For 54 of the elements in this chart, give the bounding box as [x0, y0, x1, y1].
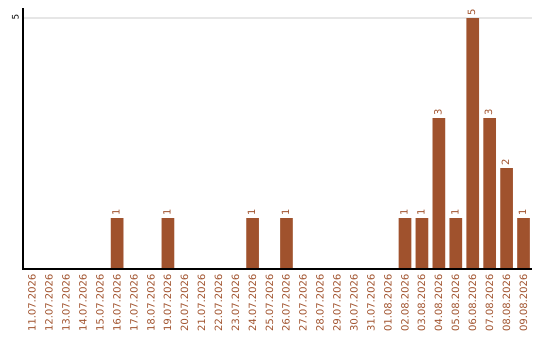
x-tick-label: 28.07.2026: [316, 274, 327, 332]
bar: [162, 218, 174, 268]
x-tick-label: 27.07.2026: [298, 274, 310, 332]
x-tick-label: 21.07.2026: [197, 274, 208, 332]
x-tick-label: 07.08.2026: [484, 274, 496, 332]
x-tick-label: 02.08.2026: [400, 274, 412, 332]
data-label: 1: [450, 208, 462, 215]
x-tick-label: 18.07.2026: [146, 274, 158, 332]
bar: [466, 18, 480, 268]
bar: [483, 118, 496, 268]
x-tick-label: 16.07.2026: [112, 274, 124, 332]
x-tick-label: 12.07.2026: [44, 274, 56, 332]
x-tick-label: 09.08.2026: [518, 274, 530, 332]
x-tick-label: 01.08.2026: [383, 274, 394, 332]
bar: [517, 218, 530, 268]
bar: [449, 218, 462, 268]
x-tick-label: 22.07.2026: [214, 274, 225, 332]
x-tick-label: 23.07.2026: [230, 274, 242, 332]
data-label: 1: [400, 208, 410, 215]
x-tick-label: 14.07.2026: [78, 274, 90, 332]
data-label: 5: [467, 8, 478, 15]
data-label: 1: [416, 208, 428, 215]
x-tick-label: 13.07.2026: [62, 274, 73, 332]
x-tick-label: 30.07.2026: [349, 274, 360, 332]
bar: [398, 218, 412, 268]
x-tick-label: 11.07.2026: [28, 274, 39, 332]
x-tick-label: 19.07.2026: [163, 274, 174, 332]
bar: [416, 218, 428, 268]
x-tick-label: 03.08.2026: [417, 274, 428, 332]
x-tick-label: 29.07.2026: [332, 274, 344, 332]
bar: [280, 218, 293, 268]
data-label: 1: [162, 208, 174, 215]
x-tick-label: 06.08.2026: [468, 274, 479, 332]
x-tick-label: 25.07.2026: [264, 274, 276, 332]
bar: [432, 118, 446, 268]
x-tick-label: 17.07.2026: [129, 274, 140, 332]
x-tick-label: 08.08.2026: [502, 274, 513, 332]
bar: [110, 218, 124, 268]
data-label: 1: [112, 208, 123, 215]
data-label: 3: [433, 108, 444, 115]
data-label: 2: [501, 158, 512, 165]
data-label: 1: [280, 208, 292, 215]
x-tick-label: 05.08.2026: [451, 274, 462, 332]
data-label: 3: [484, 108, 496, 115]
x-tick-label: 04.08.2026: [434, 274, 446, 332]
x-tick-label: 24.07.2026: [248, 274, 259, 332]
bar: [246, 218, 259, 268]
x-tick-label: 20.07.2026: [180, 274, 192, 332]
data-label: 1: [247, 208, 258, 215]
x-tick-label: 26.07.2026: [282, 274, 293, 332]
bar: [500, 168, 513, 268]
x-tick-label: 15.07.2026: [95, 274, 106, 332]
data-label: 1: [518, 208, 530, 215]
x-tick-label: 31.07.2026: [366, 274, 378, 332]
